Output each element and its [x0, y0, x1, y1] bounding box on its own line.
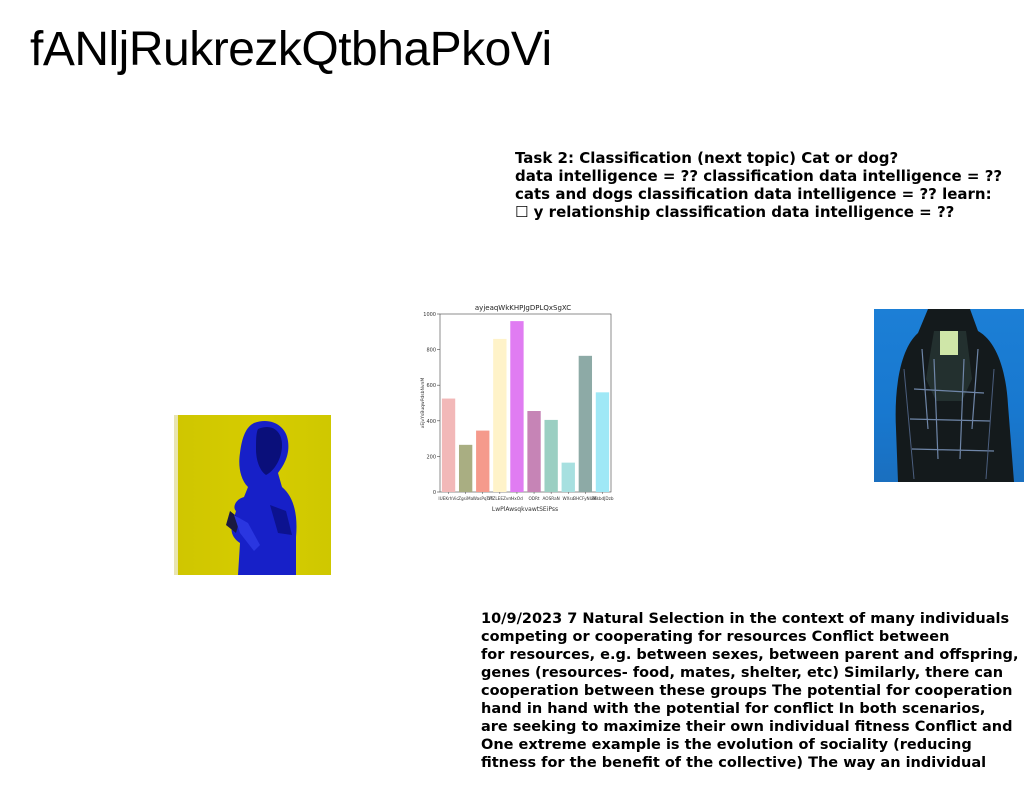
selection-line: 10/9/2023 7 Natural Selection in the con…: [481, 610, 1018, 628]
chart-title: ayjeaqWkKHPJgDPLQxSgXC: [475, 304, 571, 312]
bar: [442, 399, 455, 492]
x-tick-label: AOSRaN: [543, 496, 560, 501]
person-coat-silhouette-image: [874, 309, 1024, 482]
x-tick-label: ODRt: [529, 496, 540, 501]
bar-chart-svg: ayjeaqWkKHPJgDPLQxSgXC 0 200 400 600 800 1000…: [418, 298, 618, 518]
x-tick-label: HxOd: [511, 496, 523, 501]
selection-line: competing or cooperating for resources C…: [481, 628, 1018, 646]
person-coat-blue-photo: [874, 309, 1024, 482]
bar: [527, 411, 540, 492]
y-tick-label: 600: [426, 383, 436, 389]
selection-line: for resources, e.g. between sexes, betwe…: [481, 646, 1018, 664]
x-tick-label: bTZLEEZvm: [487, 496, 512, 501]
y-tick-label: 0: [433, 490, 436, 496]
x-tick-label: ZgsiMa: [458, 496, 473, 501]
bars: [442, 321, 609, 492]
selection-line: cooperation between these groups The pot…: [481, 682, 1018, 700]
bar-chart: ayjeaqWkKHPJgDPLQxSgXC 0 200 400 600 800 1000…: [418, 298, 618, 518]
bar: [562, 463, 575, 492]
bar: [493, 339, 506, 492]
task-line: cats and dogs classification data intell…: [515, 185, 1002, 203]
bar: [459, 445, 472, 492]
selection-line: are seeking to maximize their own indivi…: [481, 718, 1018, 736]
x-axis-label: LwPlAwsqkvawtSEiPss: [492, 506, 558, 513]
y-tick-label: 400: [426, 419, 436, 425]
bar: [510, 321, 523, 492]
page-title: fANljRukrezkQtbhaPkoVi: [30, 24, 552, 77]
task-text-block: Task 2: Classification (next topic) Cat …: [515, 149, 1002, 221]
person-silhouette-image: [174, 415, 331, 575]
y-tick-label: 800: [426, 348, 436, 354]
selection-line: fitness for the benefit of the collectiv…: [481, 754, 1018, 772]
task-line: Task 2: Classification (next topic) Cat …: [515, 149, 1002, 167]
y-tick-label: 200: [426, 454, 436, 460]
selection-line: hand in hand with the potential for conf…: [481, 700, 1018, 718]
task-line: data intelligence = ?? classification da…: [515, 167, 1002, 185]
person-phone-yellow-photo: [174, 415, 331, 575]
task-line: ☐ y relationship classification data int…: [515, 203, 1002, 221]
selection-line: genes (resources- food, mates, shelter, …: [481, 664, 1018, 682]
bar: [596, 392, 609, 492]
x-tick-label: EEsbdJDzb: [591, 496, 613, 501]
natural-selection-text-block: 10/9/2023 7 Natural Selection in the con…: [481, 610, 1018, 772]
bar: [476, 431, 489, 492]
x-tick-label: IUEKrhVic: [438, 496, 459, 501]
bar: [579, 356, 592, 492]
selection-line: One extreme example is the evolution of …: [481, 736, 1018, 754]
bar: [544, 420, 557, 492]
y-tick-label: 1000: [423, 312, 436, 318]
y-axis-label: xEjvYsBuqwPdsbNvnM: [420, 378, 426, 429]
